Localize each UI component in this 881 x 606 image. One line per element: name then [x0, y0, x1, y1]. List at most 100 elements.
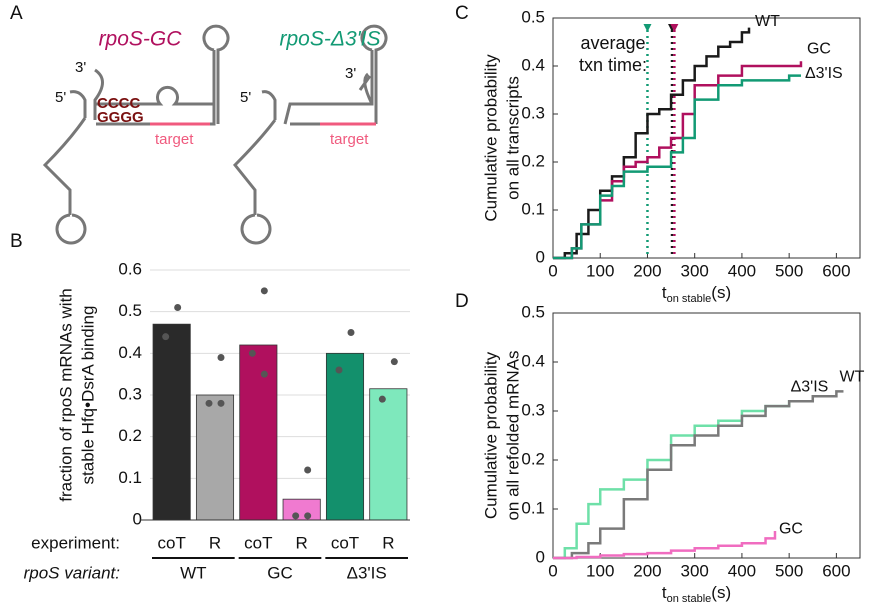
- panel-label: B: [10, 231, 23, 252]
- x-tick-label: coT: [331, 533, 359, 552]
- replicate-dot: [205, 399, 213, 407]
- x-label-main: t: [662, 283, 667, 302]
- y-tick-label: 0.5: [118, 301, 142, 320]
- group-label: WT: [180, 563, 206, 582]
- y-tick-label: 0.5: [521, 302, 545, 321]
- y-tick-label: 0: [133, 509, 142, 528]
- panel-label: C: [455, 3, 469, 24]
- group-label: GC: [267, 563, 293, 582]
- diagram-label: target: [155, 131, 194, 148]
- x-tick-label: R: [209, 533, 221, 552]
- y-axis-label: on all transcripts: [503, 76, 522, 200]
- y-axis-label: on all refolded mRNAs: [503, 350, 522, 520]
- y-tick-label: 0.5: [521, 7, 545, 26]
- series-line: [553, 531, 777, 560]
- series-label: Δ3'IS: [791, 378, 829, 395]
- replicate-dot: [248, 349, 256, 357]
- average-arrow: [643, 24, 652, 32]
- series-label: WT: [839, 369, 864, 386]
- replicate-dot: [260, 287, 268, 295]
- replicate-dot: [217, 354, 225, 361]
- y-tick-label: 0.4: [521, 55, 545, 74]
- y-axis-label: Cumulative probability: [481, 54, 500, 222]
- x-tick-label: R: [382, 533, 394, 552]
- x-tick-label: 500: [775, 261, 803, 280]
- x-tick-label: 300: [681, 261, 709, 280]
- x-tick-label: coT: [244, 533, 272, 552]
- diagram-label: target: [330, 131, 369, 148]
- replicate-dot: [335, 366, 343, 374]
- replicate-dot: [292, 512, 300, 520]
- y-tick-label: 0: [536, 247, 545, 266]
- x-label-sub: on stable: [667, 293, 712, 305]
- annotation: average: [580, 33, 645, 53]
- y-tick-label: 0.3: [521, 400, 545, 419]
- rna-diagram: [42, 24, 388, 245]
- bar: [195, 394, 235, 521]
- replicate-dot: [174, 304, 182, 311]
- series-line: [553, 399, 799, 560]
- series-line: [553, 74, 801, 260]
- series-line: [553, 61, 803, 260]
- y-tick-label: 0.2: [521, 449, 545, 468]
- bar: [239, 344, 278, 521]
- diagram-label: CCCC: [97, 95, 140, 112]
- x-axis-label: ton stable(s): [662, 583, 731, 604]
- y-tick-label: 0.3: [118, 384, 142, 403]
- diagram-label: 3': [345, 65, 356, 82]
- y-tick-label: 0.1: [521, 498, 545, 517]
- y-tick-label: 0.1: [521, 199, 545, 218]
- y-axis-label: Cumulative probability: [481, 351, 500, 519]
- row-label: experiment:: [31, 533, 120, 552]
- replicate-dot: [162, 333, 170, 341]
- x-tick-label: 600: [822, 561, 850, 580]
- diagram-label: 5': [55, 89, 66, 106]
- replicate-dot: [260, 370, 268, 378]
- x-tick-label: 100: [586, 561, 614, 580]
- diagram-title: rpoS-GC: [99, 28, 183, 51]
- panel-label: D: [455, 291, 469, 312]
- x-tick-label: 400: [728, 561, 756, 580]
- x-axis-label: ton stable(s): [662, 283, 731, 304]
- y-tick-label: 0.4: [118, 343, 142, 362]
- bar: [282, 498, 321, 521]
- series-line: [553, 27, 751, 260]
- y-axis-label: stable Hfq•DsrA binding: [78, 306, 97, 485]
- y-tick-label: 0.2: [521, 151, 545, 170]
- x-tick-label: 300: [681, 561, 709, 580]
- average-arrow: [670, 24, 679, 32]
- y-tick-label: 0: [536, 547, 545, 566]
- x-label-main: t: [662, 583, 667, 602]
- y-tick-label: 0.4: [521, 351, 545, 370]
- replicate-dot: [347, 329, 355, 336]
- replicate-dot: [378, 395, 386, 403]
- y-tick-label: 0.2: [118, 426, 142, 445]
- series-label: WT: [755, 13, 780, 30]
- diagram-label: 3': [75, 59, 86, 76]
- plot-frame: [552, 312, 861, 559]
- x-tick-label: 400: [728, 261, 756, 280]
- series-label: Δ3'IS: [805, 65, 843, 82]
- bar: [369, 388, 408, 521]
- x-tick-label: 0: [548, 561, 557, 580]
- replicate-dot: [390, 358, 398, 366]
- x-tick-label: 200: [633, 561, 661, 580]
- x-tick-label: 500: [775, 561, 803, 580]
- x-tick-label: 600: [822, 261, 850, 280]
- x-label-unit: (s): [711, 583, 731, 602]
- replicate-dot: [304, 512, 312, 520]
- x-tick-label: coT: [157, 533, 185, 552]
- series-line: [553, 390, 844, 560]
- series-label: GC: [779, 520, 803, 537]
- plot-frame: [552, 17, 861, 259]
- x-tick-label: 0: [548, 261, 557, 280]
- y-axis-label: fraction of rpoS mRNAs with: [56, 288, 75, 502]
- diagram-title: rpoS-Δ3'IS: [280, 28, 381, 51]
- x-tick-label: R: [296, 533, 308, 552]
- x-tick-label: 100: [586, 261, 614, 280]
- diagram-label: GGGG: [97, 109, 144, 126]
- bar: [325, 352, 365, 521]
- y-tick-label: 0.1: [118, 468, 142, 487]
- y-tick-label: 0.3: [521, 103, 545, 122]
